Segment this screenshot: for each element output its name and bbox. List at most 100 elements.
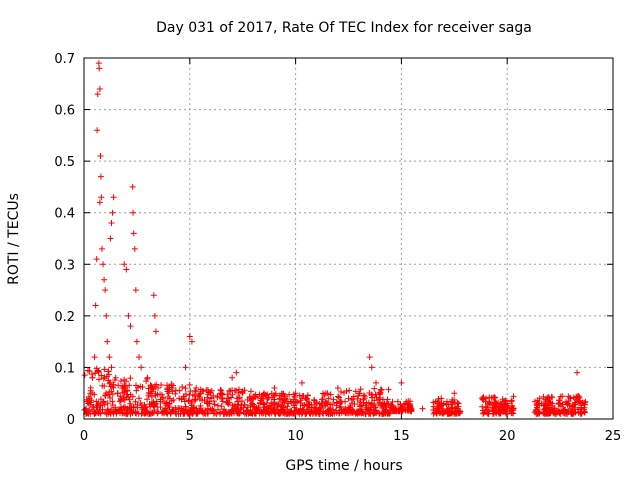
data-point xyxy=(582,398,589,405)
data-point xyxy=(549,394,556,401)
data-point xyxy=(369,400,376,407)
data-point xyxy=(179,383,186,390)
data-point xyxy=(358,409,365,416)
data-point xyxy=(362,404,369,411)
data-point xyxy=(91,410,98,417)
data-point xyxy=(448,404,455,411)
data-point xyxy=(108,364,115,371)
data-point xyxy=(438,395,445,402)
data-point xyxy=(105,371,112,378)
plot-frame xyxy=(83,57,614,420)
data-point xyxy=(81,372,88,379)
data-point xyxy=(167,409,174,416)
data-point xyxy=(152,328,159,335)
data-point xyxy=(203,398,210,405)
data-point xyxy=(366,354,373,361)
data-point xyxy=(170,406,177,413)
x-tick-label: 0 xyxy=(80,429,88,444)
y-tick-label: 0.6 xyxy=(54,104,75,119)
data-point xyxy=(162,400,169,407)
data-point xyxy=(182,364,189,371)
data-point xyxy=(574,369,581,376)
data-point xyxy=(302,395,309,402)
data-point xyxy=(152,392,159,399)
data-point xyxy=(443,401,450,408)
data-point xyxy=(96,199,103,206)
data-point xyxy=(214,394,221,401)
data-point xyxy=(147,410,154,417)
data-point xyxy=(120,385,127,392)
data-point xyxy=(316,400,323,407)
data-point xyxy=(355,392,362,399)
data-point xyxy=(130,230,137,237)
data-point xyxy=(109,209,116,216)
data-point xyxy=(550,410,557,417)
data-point xyxy=(434,398,441,405)
data-point xyxy=(121,376,128,383)
data-point xyxy=(94,91,101,98)
data-point xyxy=(98,194,105,201)
data-point xyxy=(178,396,185,403)
data-point xyxy=(115,382,122,389)
data-point xyxy=(491,394,498,401)
data-point xyxy=(148,393,155,400)
data-point xyxy=(139,406,146,413)
data-point xyxy=(342,398,349,405)
data-point xyxy=(489,404,496,411)
data-point xyxy=(192,396,199,403)
data-point xyxy=(89,406,96,413)
y-tick-label: 0.7 xyxy=(54,52,75,67)
data-point xyxy=(345,410,352,417)
data-point xyxy=(334,385,341,392)
data-point xyxy=(213,410,220,417)
data-point xyxy=(108,220,115,227)
data-point xyxy=(104,338,111,345)
data-point xyxy=(111,377,118,384)
data-point xyxy=(550,408,557,415)
data-point xyxy=(98,372,105,379)
data-point xyxy=(533,404,540,411)
data-point xyxy=(127,400,134,407)
data-point xyxy=(136,354,143,361)
data-point xyxy=(148,388,155,395)
data-point xyxy=(208,407,215,414)
data-point xyxy=(503,405,510,412)
data-point xyxy=(197,386,204,393)
x-axis-label: GPS time / hours xyxy=(285,458,402,474)
data-point xyxy=(137,383,144,390)
data-point xyxy=(83,410,90,417)
data-point xyxy=(284,410,291,417)
data-point xyxy=(483,404,490,411)
data-point xyxy=(217,390,224,397)
data-point xyxy=(281,399,288,406)
data-point xyxy=(363,400,370,407)
y-tick-label: 0.4 xyxy=(54,207,75,222)
data-point xyxy=(182,407,189,414)
data-point xyxy=(419,405,426,412)
data-point xyxy=(271,385,278,392)
data-point xyxy=(240,404,247,411)
data-point xyxy=(508,398,515,405)
data-point xyxy=(345,395,352,402)
data-point xyxy=(97,410,104,417)
data-point xyxy=(264,396,271,403)
data-point xyxy=(123,388,130,395)
data-point xyxy=(560,407,567,414)
data-point xyxy=(170,397,177,404)
data-point xyxy=(531,398,538,405)
data-point xyxy=(134,404,141,411)
data-point xyxy=(247,388,254,395)
x-tick-label: 15 xyxy=(393,429,410,444)
data-point xyxy=(441,409,448,416)
data-point xyxy=(219,398,226,405)
data-point xyxy=(379,396,386,403)
data-point xyxy=(106,354,113,361)
data-point xyxy=(297,405,304,412)
data-point xyxy=(130,403,137,410)
data-point xyxy=(303,395,310,402)
data-point xyxy=(186,381,193,388)
data-point xyxy=(315,408,322,415)
data-point xyxy=(92,302,99,309)
data-point xyxy=(570,394,577,401)
data-point xyxy=(377,386,384,393)
